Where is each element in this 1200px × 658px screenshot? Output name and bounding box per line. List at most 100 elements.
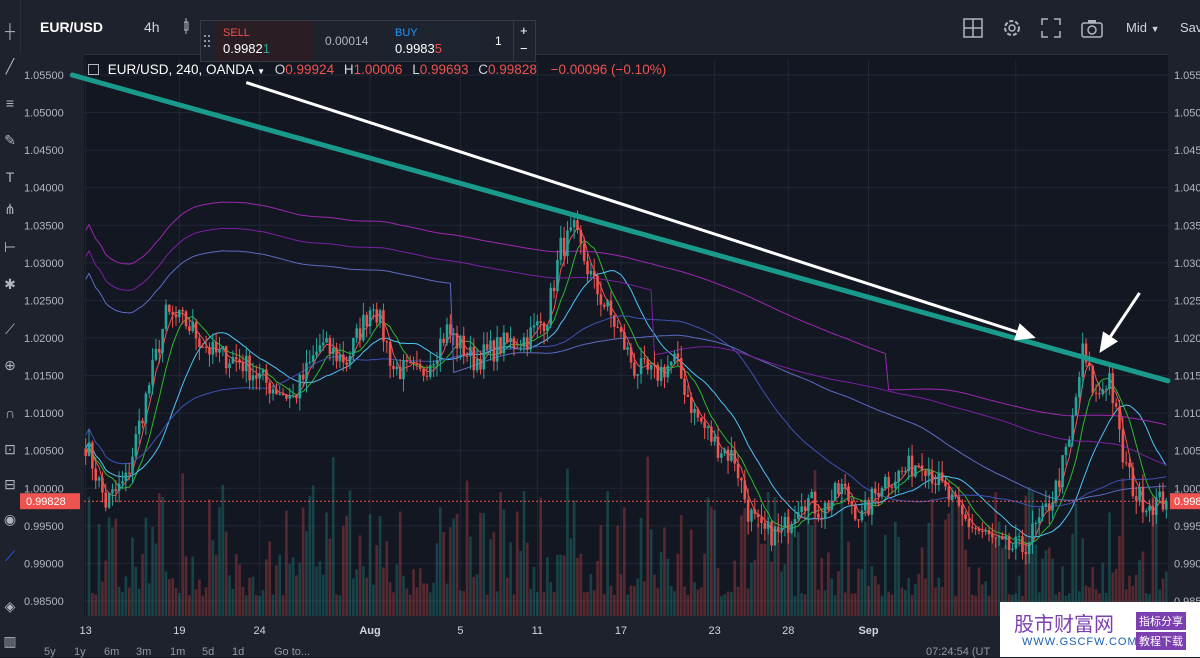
range-5d[interactable]: 5d	[202, 646, 215, 658]
layers-icon[interactable]: ◈	[4, 598, 16, 614]
volume-bar	[910, 595, 914, 616]
range-3m[interactable]: 3m	[136, 646, 152, 658]
volume-bar	[1091, 567, 1095, 616]
volume-bar	[1111, 572, 1115, 616]
volume-bar	[649, 529, 653, 616]
lock-icon[interactable]: ⊡	[4, 441, 16, 457]
camera-icon[interactable]	[1081, 18, 1103, 38]
range-1y[interactable]: 1y	[74, 646, 86, 658]
candle-body	[211, 341, 215, 355]
volume-bar	[646, 456, 650, 616]
volume-bar	[666, 558, 670, 616]
text-tool-icon[interactable]: T	[5, 169, 15, 185]
volume-bar	[980, 584, 984, 616]
volume-bar	[847, 541, 850, 616]
candle-body	[713, 436, 716, 442]
magnet-icon[interactable]: ∩	[4, 405, 16, 421]
candles-icon[interactable]	[183, 18, 194, 34]
pattern-tool-icon[interactable]: ⋔	[4, 201, 16, 217]
price-chart[interactable]: 1.05500 1.0550 1.05000 1.0500 1.04500 1.0450 1…	[20, 54, 1200, 645]
last-price-badge-left	[20, 493, 80, 510]
icons-tool-icon[interactable]: ✱	[4, 276, 16, 292]
eye-icon[interactable]: ◉	[3, 511, 17, 527]
quantity-field[interactable]: 1	[483, 21, 513, 61]
candle-body	[776, 526, 780, 531]
fullscreen-icon[interactable]	[1041, 18, 1061, 38]
volume-bar	[746, 588, 750, 616]
candle-body	[1041, 506, 1044, 518]
candle-body	[475, 358, 479, 371]
candle-body	[224, 346, 228, 369]
moving-average-line	[85, 315, 1167, 508]
volume-bar	[438, 507, 442, 616]
range-1m[interactable]: 1m	[170, 646, 186, 658]
goto-button[interactable]: Go to...	[274, 646, 311, 658]
save-button[interactable]: Sav	[1180, 20, 1200, 35]
volume-bar	[539, 497, 543, 616]
gear-icon[interactable]	[1001, 17, 1023, 39]
candle-body	[248, 355, 251, 381]
layout-select[interactable]: Mid ▼	[1126, 20, 1160, 35]
close-label: C	[478, 62, 489, 77]
candle-body	[790, 523, 793, 533]
candle-body	[449, 324, 452, 335]
measure-icon[interactable]: ⊢	[3, 239, 17, 255]
volume-bar	[1108, 512, 1111, 616]
candle-body	[238, 359, 241, 363]
candle-body	[422, 368, 425, 376]
right-tick-label: 1.0350	[1174, 220, 1200, 232]
volume-bar	[94, 594, 98, 616]
candle-body	[171, 311, 174, 315]
interval-select[interactable]: 4h	[144, 19, 160, 35]
right-tick-label: 1.0500	[1174, 108, 1200, 120]
volume-bar	[265, 559, 268, 616]
candle-body	[582, 243, 586, 262]
candle-body	[820, 517, 823, 519]
symbol-search[interactable]: EUR/USD	[40, 19, 104, 35]
ruler-icon[interactable]: ⟋	[5, 321, 15, 337]
candle-body	[937, 472, 941, 486]
candle-body	[104, 492, 108, 508]
sell-button[interactable]: SELL 0.99821	[215, 21, 313, 61]
brush-icon[interactable]: ✎	[4, 132, 16, 148]
volume-bar	[415, 587, 419, 616]
range-6m[interactable]: 6m	[104, 646, 120, 658]
link-icon[interactable]: ⟋	[5, 548, 15, 564]
range-5y[interactable]: 5y	[44, 646, 56, 658]
plus-button[interactable]: +	[520, 23, 528, 38]
watermark-tag2: 教程下载	[1136, 632, 1186, 650]
lock-drawings-icon[interactable]: ⊟	[4, 476, 16, 492]
drag-handle[interactable]	[201, 21, 213, 61]
quantity-value: 1	[495, 34, 502, 48]
volume-bar	[1001, 547, 1004, 616]
high-value: 1.00006	[353, 62, 403, 77]
candle-body	[1148, 505, 1151, 511]
fib-tool-icon[interactable]: ≡	[5, 95, 15, 111]
candle-body	[843, 483, 847, 487]
candle-body	[693, 408, 696, 413]
volume-bar	[653, 574, 656, 616]
volume-bar	[268, 541, 272, 616]
sell-price-last: 1	[262, 41, 270, 56]
candle-body	[515, 347, 519, 349]
volume-bar	[780, 571, 783, 616]
grid-icon[interactable]	[963, 18, 983, 38]
candle-body	[850, 500, 854, 506]
volume-bar	[87, 496, 91, 616]
candle-body	[636, 374, 639, 376]
range-1d[interactable]: 1d	[232, 646, 245, 658]
candle-body	[338, 354, 342, 362]
buy-button[interactable]: BUY 0.99835	[387, 21, 483, 61]
crosshair-icon[interactable]: ┼	[5, 23, 15, 39]
candle-body	[482, 344, 486, 370]
minus-button[interactable]: −	[520, 41, 528, 56]
trash-icon[interactable]: ▥	[3, 633, 17, 649]
volume-bar	[549, 582, 553, 616]
candle-body	[127, 472, 131, 474]
trendline-tool-icon[interactable]: ╱	[5, 58, 15, 74]
legend-chevron-icon[interactable]: ▼	[257, 67, 265, 76]
volume-bar	[1134, 574, 1138, 616]
collapse-icon[interactable]	[88, 64, 99, 75]
y-tick-label: 1.03500	[24, 220, 64, 232]
zoom-icon[interactable]: ⊕	[4, 357, 16, 373]
